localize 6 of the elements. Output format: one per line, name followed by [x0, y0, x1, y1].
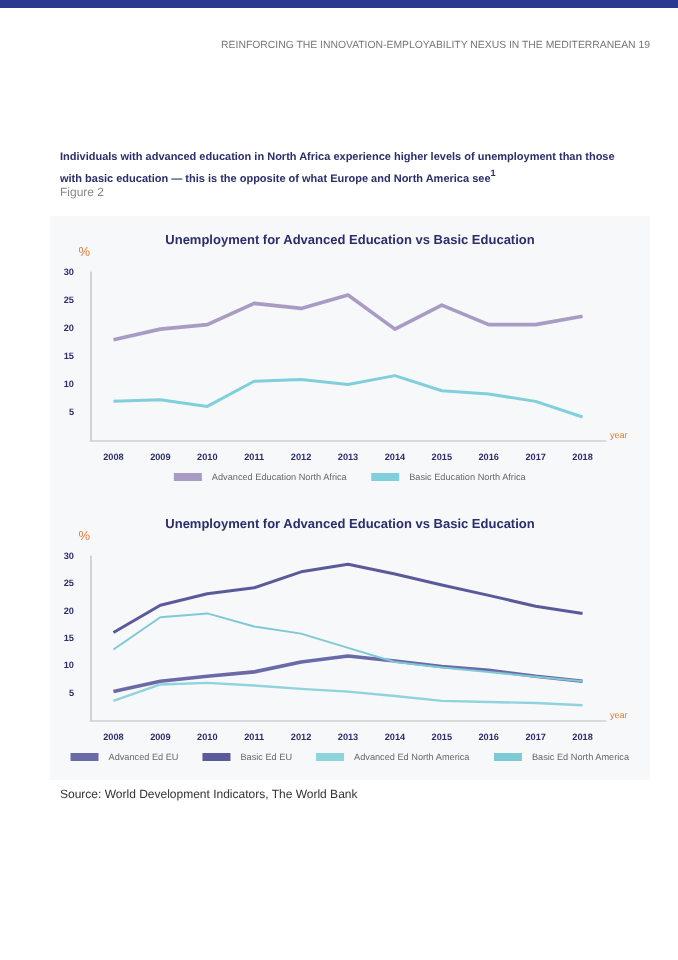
line-series — [112, 612, 584, 683]
line-series — [111, 654, 585, 694]
line-series — [112, 681, 584, 707]
line-series — [111, 562, 585, 635]
line-series — [111, 293, 585, 342]
line-series — [111, 374, 585, 419]
